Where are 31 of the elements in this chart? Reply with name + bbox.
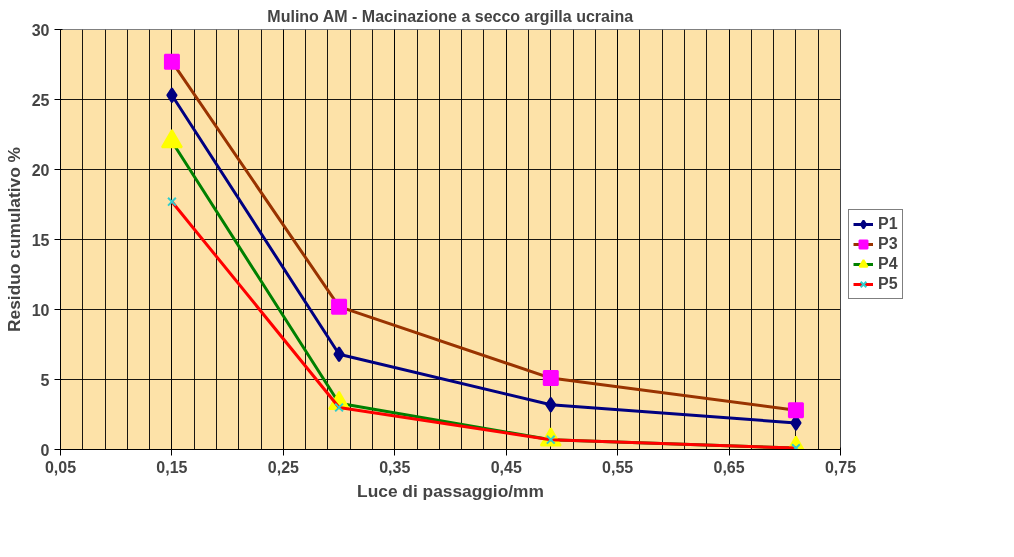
legend-label: P3 [878, 235, 898, 253]
legend-label: P5 [878, 275, 898, 293]
point [167, 196, 177, 207]
x-tick-label: 0,55 [602, 458, 634, 476]
x-axis-title: Luce di passaggio/mm [357, 480, 544, 501]
y-tick-label: 5 [40, 371, 50, 389]
legend-label: P4 [878, 255, 898, 273]
x-tick-label: 0,35 [379, 458, 411, 476]
point [545, 396, 557, 413]
y-tick-label: 20 [31, 161, 50, 179]
x-tick-label: 0,25 [267, 458, 300, 476]
x-tick-label: 0,75 [824, 458, 857, 476]
point [333, 346, 345, 363]
point [787, 402, 804, 419]
y-tick-label: 10 [31, 301, 50, 319]
y-tick-label: 15 [31, 231, 50, 249]
point [334, 402, 344, 413]
y-tick-label: 0 [40, 441, 50, 459]
y-tick-label: 30 [31, 21, 50, 39]
x-tick-label: 0,15 [156, 458, 188, 476]
x-tick-label: 0,65 [713, 458, 745, 476]
point [163, 53, 180, 70]
y-axis-title: Residuo cumulativo % [3, 147, 24, 332]
y-tick-label: 25 [31, 91, 50, 109]
point [166, 87, 178, 104]
chart-title: Mulino AM - Macinazione a secco argilla ucraina [267, 7, 634, 25]
legend-label: P1 [878, 215, 898, 233]
x-tick-label: 0,45 [490, 458, 522, 476]
point [542, 370, 559, 387]
x-tick-label: 0,05 [44, 458, 77, 476]
point [331, 298, 348, 315]
